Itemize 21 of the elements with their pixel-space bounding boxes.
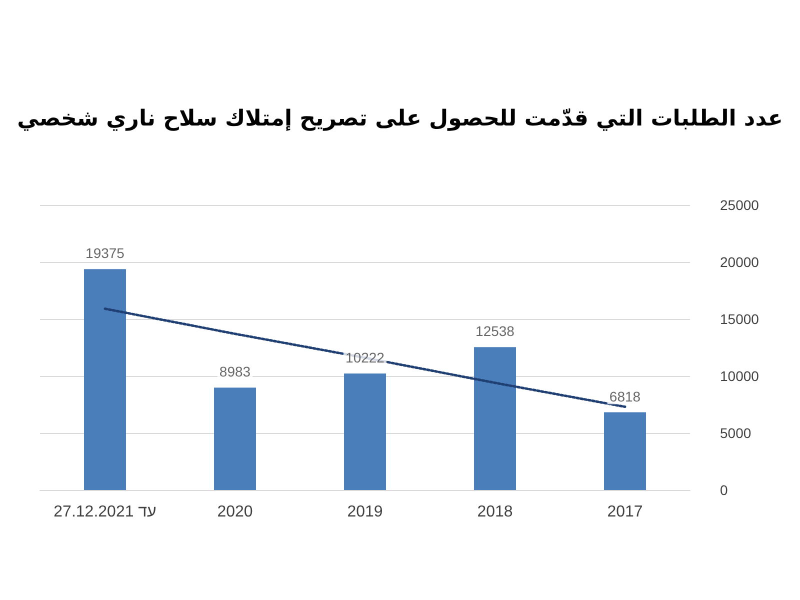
data-label: 12538 (476, 323, 515, 340)
bar (344, 373, 386, 490)
y-tick-label: 5000 (720, 425, 752, 441)
x-tick-label: 2020 (217, 504, 253, 520)
bar (84, 269, 126, 490)
data-label: 19375 (86, 245, 125, 262)
y-tick-label: 25000 (720, 197, 760, 213)
bar (214, 388, 256, 490)
data-label: 8983 (219, 364, 251, 380)
y-tick-label: 15000 (720, 311, 760, 327)
y-tick-label: 20000 (720, 254, 760, 270)
bar (474, 347, 516, 490)
y-tick-label: 0 (720, 482, 728, 498)
x-tick-label: עד 27.12.2021 (54, 504, 156, 520)
x-tick-label: 2018 (477, 504, 513, 520)
bar (604, 412, 646, 490)
chart-title: عدد الطلبات التي قدّمت للحصول على تصريح إمتلاك سلاح ناري شخصي (17, 106, 783, 132)
y-tick-label: 10000 (720, 368, 760, 384)
x-tick-label: 2019 (347, 504, 383, 520)
data-label: 6818 (609, 388, 641, 404)
x-tick-label: 2017 (607, 504, 643, 520)
